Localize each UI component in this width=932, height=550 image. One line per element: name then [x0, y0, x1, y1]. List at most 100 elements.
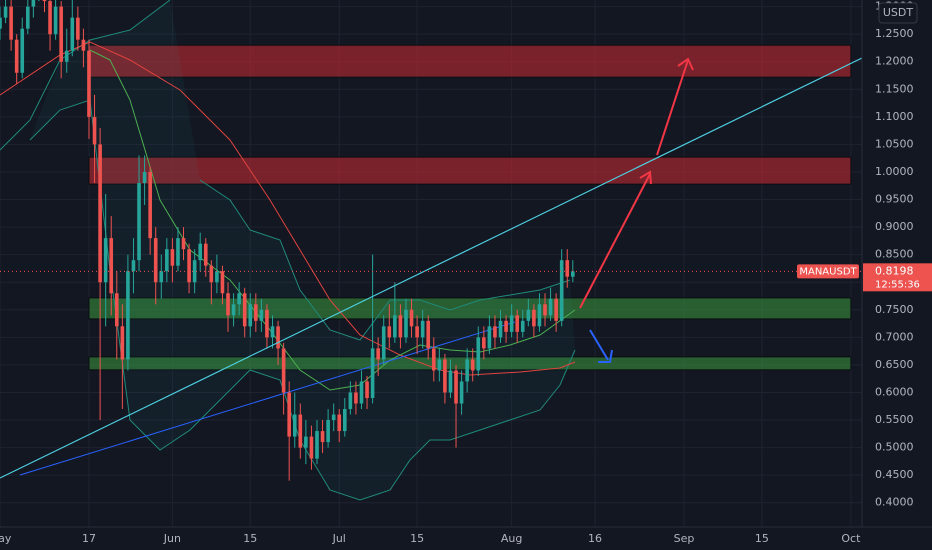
candle-body [215, 271, 219, 283]
candle-body [515, 315, 520, 332]
zone [88, 156, 852, 185]
candle-body [231, 304, 236, 316]
candle-body [203, 243, 208, 266]
candle-body [420, 320, 425, 338]
candle-body [348, 392, 353, 410]
candle-body [470, 359, 475, 371]
candle-body [103, 238, 108, 283]
candle-body [309, 436, 314, 459]
moving-average [0, 41, 576, 376]
symbol-label: MANAUSDT [799, 266, 857, 277]
x-tick-label: 16 [588, 532, 602, 545]
candle-body [0, 17, 2, 29]
y-tick-label: 0.6000 [875, 385, 914, 398]
candle-body [42, 0, 47, 2]
y-tick-label: 1.0000 [875, 165, 914, 178]
x-tick-label: Jul [332, 532, 346, 545]
candle-body [454, 370, 458, 404]
upper-band [199, 179, 571, 341]
candle-body [126, 271, 130, 360]
arrow [656, 57, 694, 156]
candle-body [320, 431, 325, 443]
candle-body [559, 260, 564, 321]
y-tick-label: 0.6500 [875, 358, 914, 371]
candle-body [159, 271, 164, 283]
candle-body [259, 309, 264, 321]
candle-body [393, 315, 397, 338]
lower-band [29, 99, 576, 501]
candle-body [426, 320, 431, 349]
candle-body [304, 436, 308, 448]
candle-body [14, 39, 19, 73]
candle-body [459, 381, 464, 404]
candle-body [359, 381, 364, 404]
y-tick-label: 0.5500 [875, 413, 914, 426]
candle-body [92, 116, 97, 145]
last-price: MANAUSDT 0.8198 12:55:36 [0, 263, 932, 292]
y-tick-label: 1.2000 [875, 55, 914, 68]
y-tick-label: 0.7000 [875, 330, 914, 343]
candle-body [554, 298, 558, 321]
x-tick-label: 17 [82, 532, 96, 545]
grid [0, 0, 862, 527]
candle-body [20, 28, 25, 73]
upper-band [0, 0, 171, 151]
x-tick-label: Oct [841, 532, 861, 545]
x-tick-label: Aug [501, 532, 522, 545]
y-tick-label: 1.2500 [875, 27, 914, 40]
candle-body [315, 431, 319, 459]
candle-body [465, 359, 469, 382]
candle-body [365, 381, 369, 399]
candle-body [537, 304, 542, 327]
y-tick-label: 1.0500 [875, 137, 914, 150]
zones [88, 44, 852, 371]
y-tick-label: 0.4500 [875, 468, 914, 481]
y-tick-label: 0.5000 [875, 441, 914, 454]
y-tick-label: 0.9000 [875, 220, 914, 233]
candle-body [270, 326, 275, 338]
symbol-box [797, 264, 859, 279]
candle-body [148, 171, 152, 239]
candle-body [131, 260, 136, 272]
candle-body [237, 293, 241, 305]
candle-body [387, 326, 392, 338]
candle-body [187, 249, 191, 283]
currency-box[interactable] [878, 2, 918, 24]
x-tick-label: 15 [243, 532, 257, 545]
candle-body [443, 359, 447, 393]
y-tick-label: 0.4000 [875, 496, 914, 509]
candle-body [376, 348, 380, 360]
last-price-label: 0.8198 [875, 264, 914, 277]
y-tick-label: 1.1000 [875, 110, 914, 123]
candle-body [114, 293, 119, 327]
candle-body [543, 304, 547, 316]
candle-body [109, 238, 114, 294]
candle-body [520, 320, 525, 332]
candle-body [548, 298, 553, 316]
candle-body [404, 309, 408, 338]
y-tick-label: 0.8500 [875, 248, 914, 261]
candle-body [532, 309, 536, 327]
candle-body [526, 309, 531, 321]
candle-body [220, 271, 225, 294]
candle-body [165, 249, 169, 272]
candle-body [120, 326, 125, 360]
candle-body [498, 320, 503, 338]
candle-body [482, 337, 486, 349]
x-tick-label: May [0, 532, 12, 545]
candle-body [98, 144, 102, 283]
candle-body [265, 309, 269, 338]
band-fill [30, 0, 575, 500]
zone [88, 297, 852, 320]
candle-body [59, 6, 63, 62]
candle-body [3, 6, 8, 18]
candle-body [354, 392, 358, 404]
candle-body [565, 260, 570, 277]
trend-line [0, 57, 863, 479]
candle-body [476, 337, 481, 371]
candle-body [437, 359, 442, 371]
candle-body [415, 326, 419, 338]
candle-body [493, 326, 497, 338]
trend-line [19, 321, 516, 476]
